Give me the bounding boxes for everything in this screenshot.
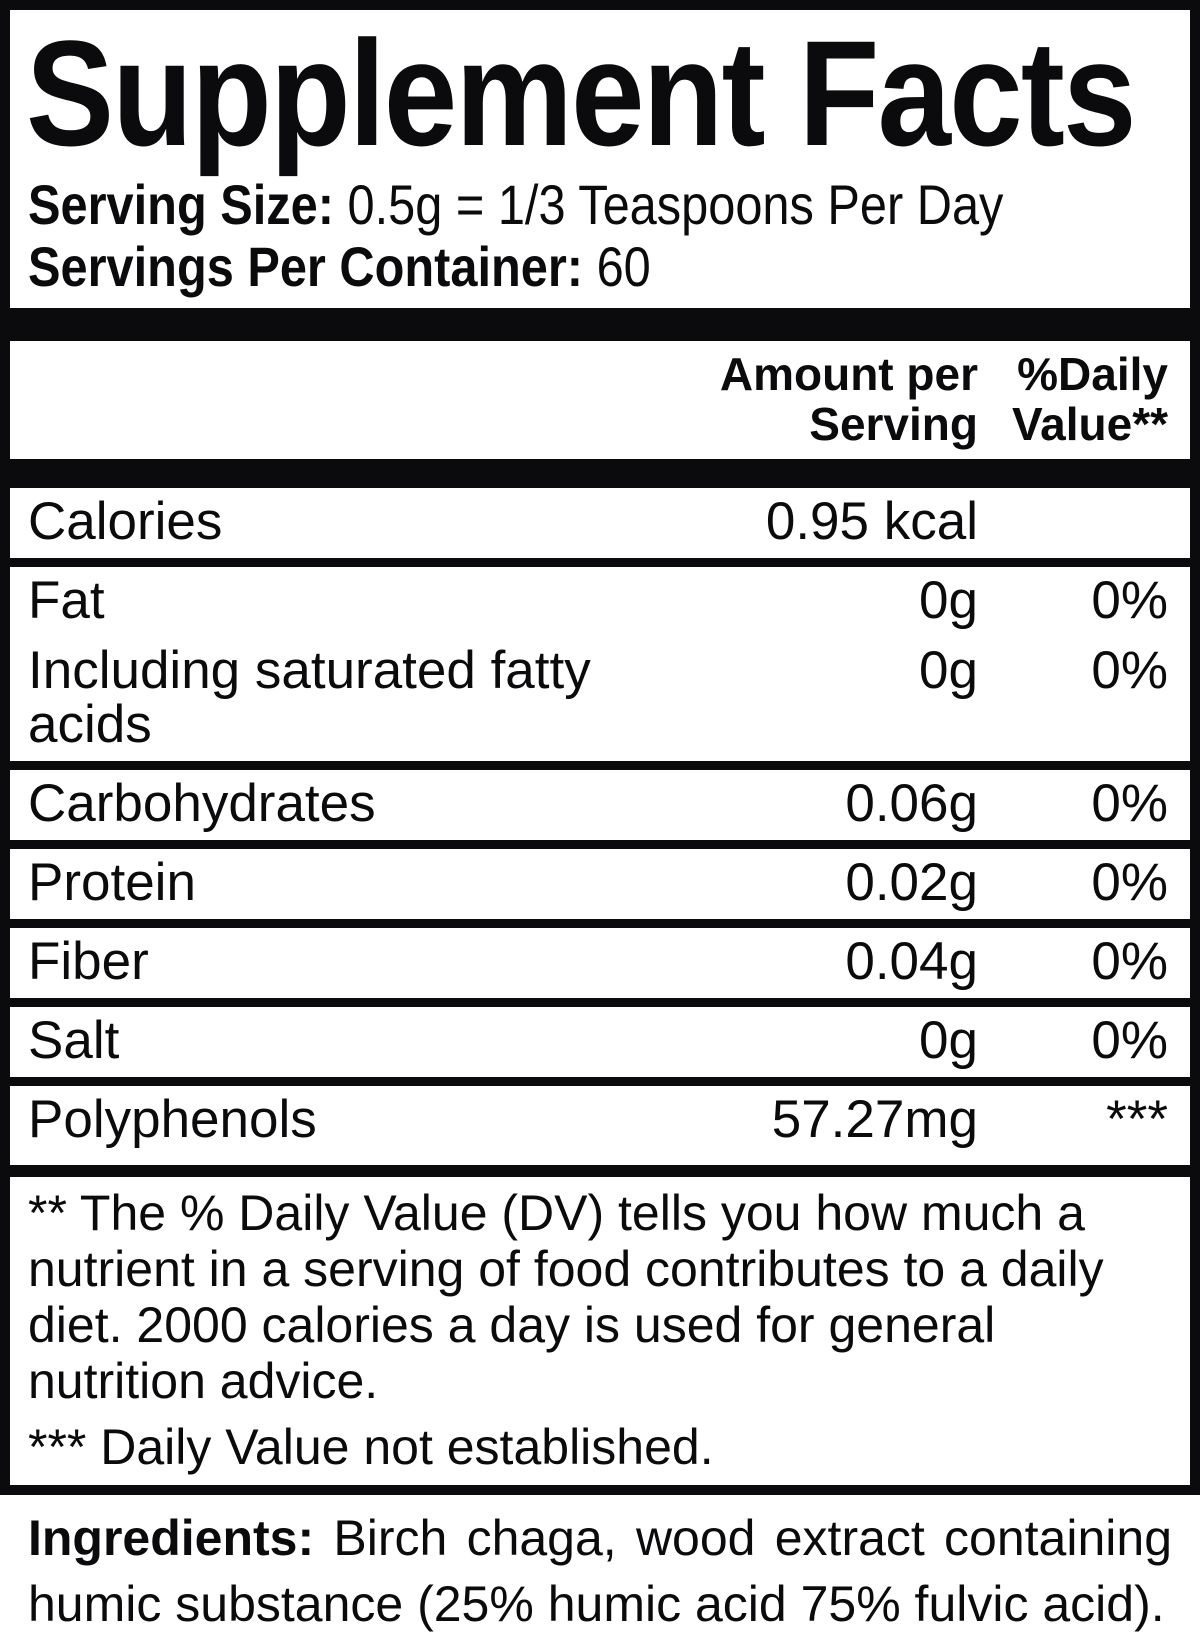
nutrient-row: Salt 0g 0%	[28, 1007, 1168, 1077]
nutrient-section: Fat 0g 0% Including saturated fatty acids 0g…	[10, 558, 1190, 761]
nutrient-dv: ***	[1106, 1090, 1168, 1149]
nutrient-amount: 0.95 kcal	[765, 492, 978, 551]
column-headers: Amount per Serving %Daily Value**	[10, 341, 1190, 459]
nutrient-dv: 0%	[1091, 641, 1168, 700]
nutrient-amount: 0g	[919, 1011, 978, 1070]
daily-value-header: %Daily Value**	[978, 349, 1168, 449]
nutrient-dv	[978, 495, 1168, 549]
serving-size-value: 0.5g = 1/3 Teaspoons Per Day	[333, 173, 1004, 236]
nutrient-section: Protein 0.02g 0%	[10, 840, 1190, 919]
nutrient-row: Protein 0.02g 0%	[28, 849, 1168, 919]
serving-size-label: Serving Size:	[28, 173, 334, 236]
divider-bar-top	[10, 308, 1190, 341]
nutrient-dv: 0%	[1091, 571, 1168, 630]
not-established-note: *** Daily Value not established.	[28, 1419, 714, 1475]
nutrient-row: Calories 0.95 kcal	[28, 488, 1168, 558]
servings-per-container-label: Servings Per Container:	[28, 235, 584, 298]
supplement-facts-panel: Supplement Facts Serving Size: 0.5g = 1/…	[0, 0, 1200, 1495]
amount-header-line1: Amount per	[719, 348, 978, 400]
servings-per-container-value: 60	[583, 235, 651, 298]
nutrient-name: Fat	[28, 571, 105, 630]
nutrient-table: Calories 0.95 kcal Fat 0g 0% Including satura…	[10, 488, 1190, 1165]
nutrient-name: Polyphenols	[28, 1090, 317, 1149]
nutrient-amount: 0.06g	[845, 774, 978, 833]
nutrient-name: Protein	[28, 853, 196, 912]
dv-header-line2: Value**	[1012, 398, 1168, 450]
serving-size-line: Serving Size: 0.5g = 1/3 Teaspoons Per D…	[28, 174, 1168, 236]
nutrient-dv: 0%	[1091, 1011, 1168, 1070]
nutrient-dv: 0%	[1091, 853, 1168, 912]
nutrient-row: Fat 0g 0%	[28, 567, 1168, 637]
nutrient-name: Including saturated fatty acids	[28, 641, 591, 754]
panel-title: Supplement Facts	[10, 18, 1190, 168]
nutrient-section: Calories 0.95 kcal	[10, 488, 1190, 558]
servings-per-container-line: Servings Per Container: 60	[28, 236, 1168, 298]
serving-info: Serving Size: 0.5g = 1/3 Teaspoons Per D…	[10, 174, 1190, 298]
divider-bar-header	[10, 459, 1190, 488]
nutrient-row: Including saturated fatty acids 0g 0%	[28, 637, 1168, 761]
amount-per-serving-header: Amount per Serving	[708, 349, 978, 449]
panel-title-text: Supplement Facts	[26, 9, 1136, 177]
footnotes: ** The % Daily Value (DV) tells you how …	[10, 1177, 1190, 1485]
ingredients: Ingredients: Birch chaga, wood extract c…	[28, 1505, 1172, 1637]
daily-value-note: ** The % Daily Value (DV) tells you how …	[28, 1185, 1104, 1409]
nutrient-amount: 57.27mg	[771, 1090, 978, 1149]
nutrient-section: Carbohydrates 0.06g 0%	[10, 761, 1190, 840]
nutrient-name: Calories	[28, 492, 223, 551]
nutrient-dv: 0%	[1091, 774, 1168, 833]
ingredients-label: Ingredients:	[28, 1510, 315, 1566]
nutrient-row: Polyphenols 57.27mg ***	[28, 1086, 1168, 1165]
nutrient-row: Carbohydrates 0.06g 0%	[28, 770, 1168, 840]
nutrient-amount: 0.02g	[845, 853, 978, 912]
amount-header-line2: Serving	[809, 398, 978, 450]
nutrient-name: Salt	[28, 1011, 120, 1070]
divider-bar-footnote	[10, 1165, 1190, 1177]
nutrient-section: Salt 0g 0%	[10, 998, 1190, 1077]
dv-header-line1: %Daily	[1017, 348, 1168, 400]
nutrient-amount: 0g	[919, 641, 978, 700]
nutrient-dv: 0%	[1091, 932, 1168, 991]
nutrient-section: Fiber 0.04g 0%	[10, 919, 1190, 998]
nutrient-amount: 0g	[919, 571, 978, 630]
nutrient-name: Carbohydrates	[28, 774, 376, 833]
nutrient-section: Polyphenols 57.27mg ***	[10, 1077, 1190, 1165]
nutrient-row: Fiber 0.04g 0%	[28, 928, 1168, 998]
nutrient-name: Fiber	[28, 932, 149, 991]
nutrient-amount: 0.04g	[845, 932, 978, 991]
